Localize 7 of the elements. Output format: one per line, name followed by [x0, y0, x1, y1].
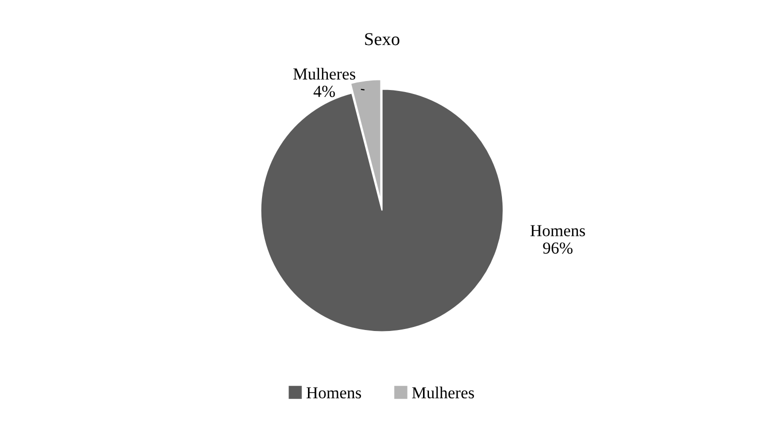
legend-label: Homens	[306, 387, 362, 398]
legend-label: Mulheres	[412, 386, 474, 398]
slice-label: Homens	[530, 225, 585, 236]
data-label: 96%	[543, 242, 573, 254]
chart-title: Sexo	[365, 33, 400, 46]
data-label: 4%	[314, 86, 335, 98]
slice-label: Mulheres	[293, 68, 356, 80]
